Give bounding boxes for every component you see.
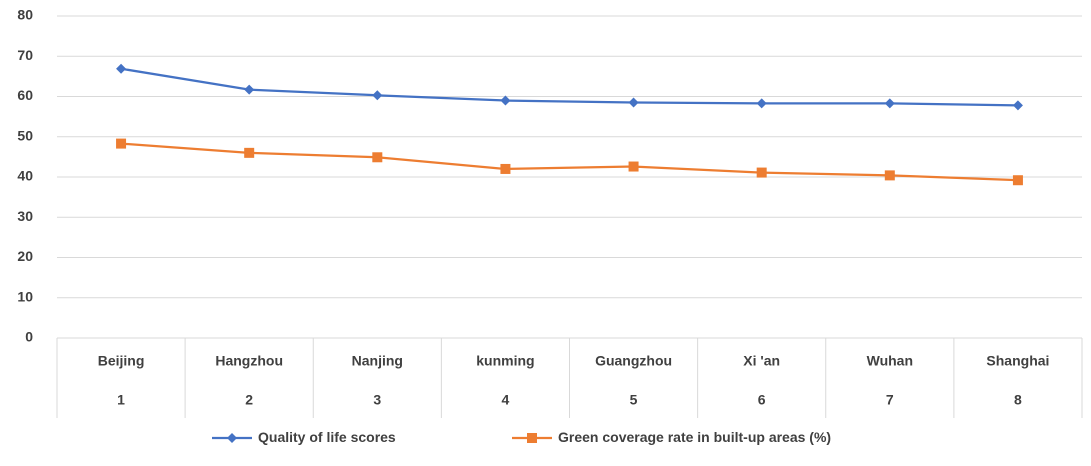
marker — [1012, 175, 1023, 186]
marker — [244, 147, 255, 158]
series-line — [120, 142, 1018, 182]
y-tick-label: 70 — [17, 47, 33, 63]
marker — [884, 98, 895, 109]
marker — [116, 138, 127, 149]
y-tick-label: 0 — [25, 329, 33, 345]
x-tick-label: Shanghai — [986, 353, 1049, 369]
x-subtick-label: 4 — [502, 392, 510, 408]
y-tick-label: 10 — [17, 288, 33, 304]
y-tick-label: 50 — [17, 127, 33, 143]
x-tick-label: Guangzhou — [595, 353, 672, 369]
marker — [756, 98, 767, 109]
series-line — [120, 67, 1018, 107]
x-subtick-label: 1 — [117, 392, 125, 408]
y-tick-label: 20 — [17, 248, 33, 264]
marker — [116, 63, 127, 74]
x-subtick-label: 6 — [758, 392, 766, 408]
y-tick-label: 40 — [17, 168, 33, 184]
y-tick-label: 80 — [17, 7, 33, 23]
marker — [884, 170, 895, 181]
x-subtick-label: 7 — [886, 392, 894, 408]
marker — [628, 97, 639, 108]
y-tick-label: 60 — [17, 87, 33, 103]
legend-item: Quality of life scores — [210, 429, 430, 447]
legend-item: Green coverage rate in built-up areas (%… — [510, 429, 860, 447]
marker — [628, 161, 639, 172]
marker — [1012, 100, 1023, 111]
legend-key — [212, 433, 252, 443]
marker — [372, 152, 383, 163]
x-tick-label: Hangzhou — [215, 353, 283, 369]
legend-label: Quality of life scores — [258, 429, 396, 445]
x-tick-label: Wuhan — [867, 353, 913, 369]
marker — [244, 84, 255, 95]
x-tick-label: Beijing — [98, 353, 145, 369]
x-tick-label: Xi 'an — [743, 353, 780, 369]
marker — [500, 163, 511, 174]
marker — [372, 90, 383, 101]
x-subtick-label: 2 — [245, 392, 253, 408]
x-tick-label: Nanjing — [352, 353, 403, 369]
legend-label: Green coverage rate in built-up areas (%… — [558, 429, 832, 445]
marker — [500, 95, 511, 106]
x-subtick-label: 8 — [1014, 392, 1022, 408]
marker — [756, 167, 767, 178]
y-tick-label: 30 — [17, 208, 33, 224]
x-subtick-label: 5 — [630, 392, 638, 408]
x-subtick-label: 3 — [373, 392, 381, 408]
legend-key — [512, 433, 552, 443]
x-tick-label: kunming — [476, 353, 534, 369]
